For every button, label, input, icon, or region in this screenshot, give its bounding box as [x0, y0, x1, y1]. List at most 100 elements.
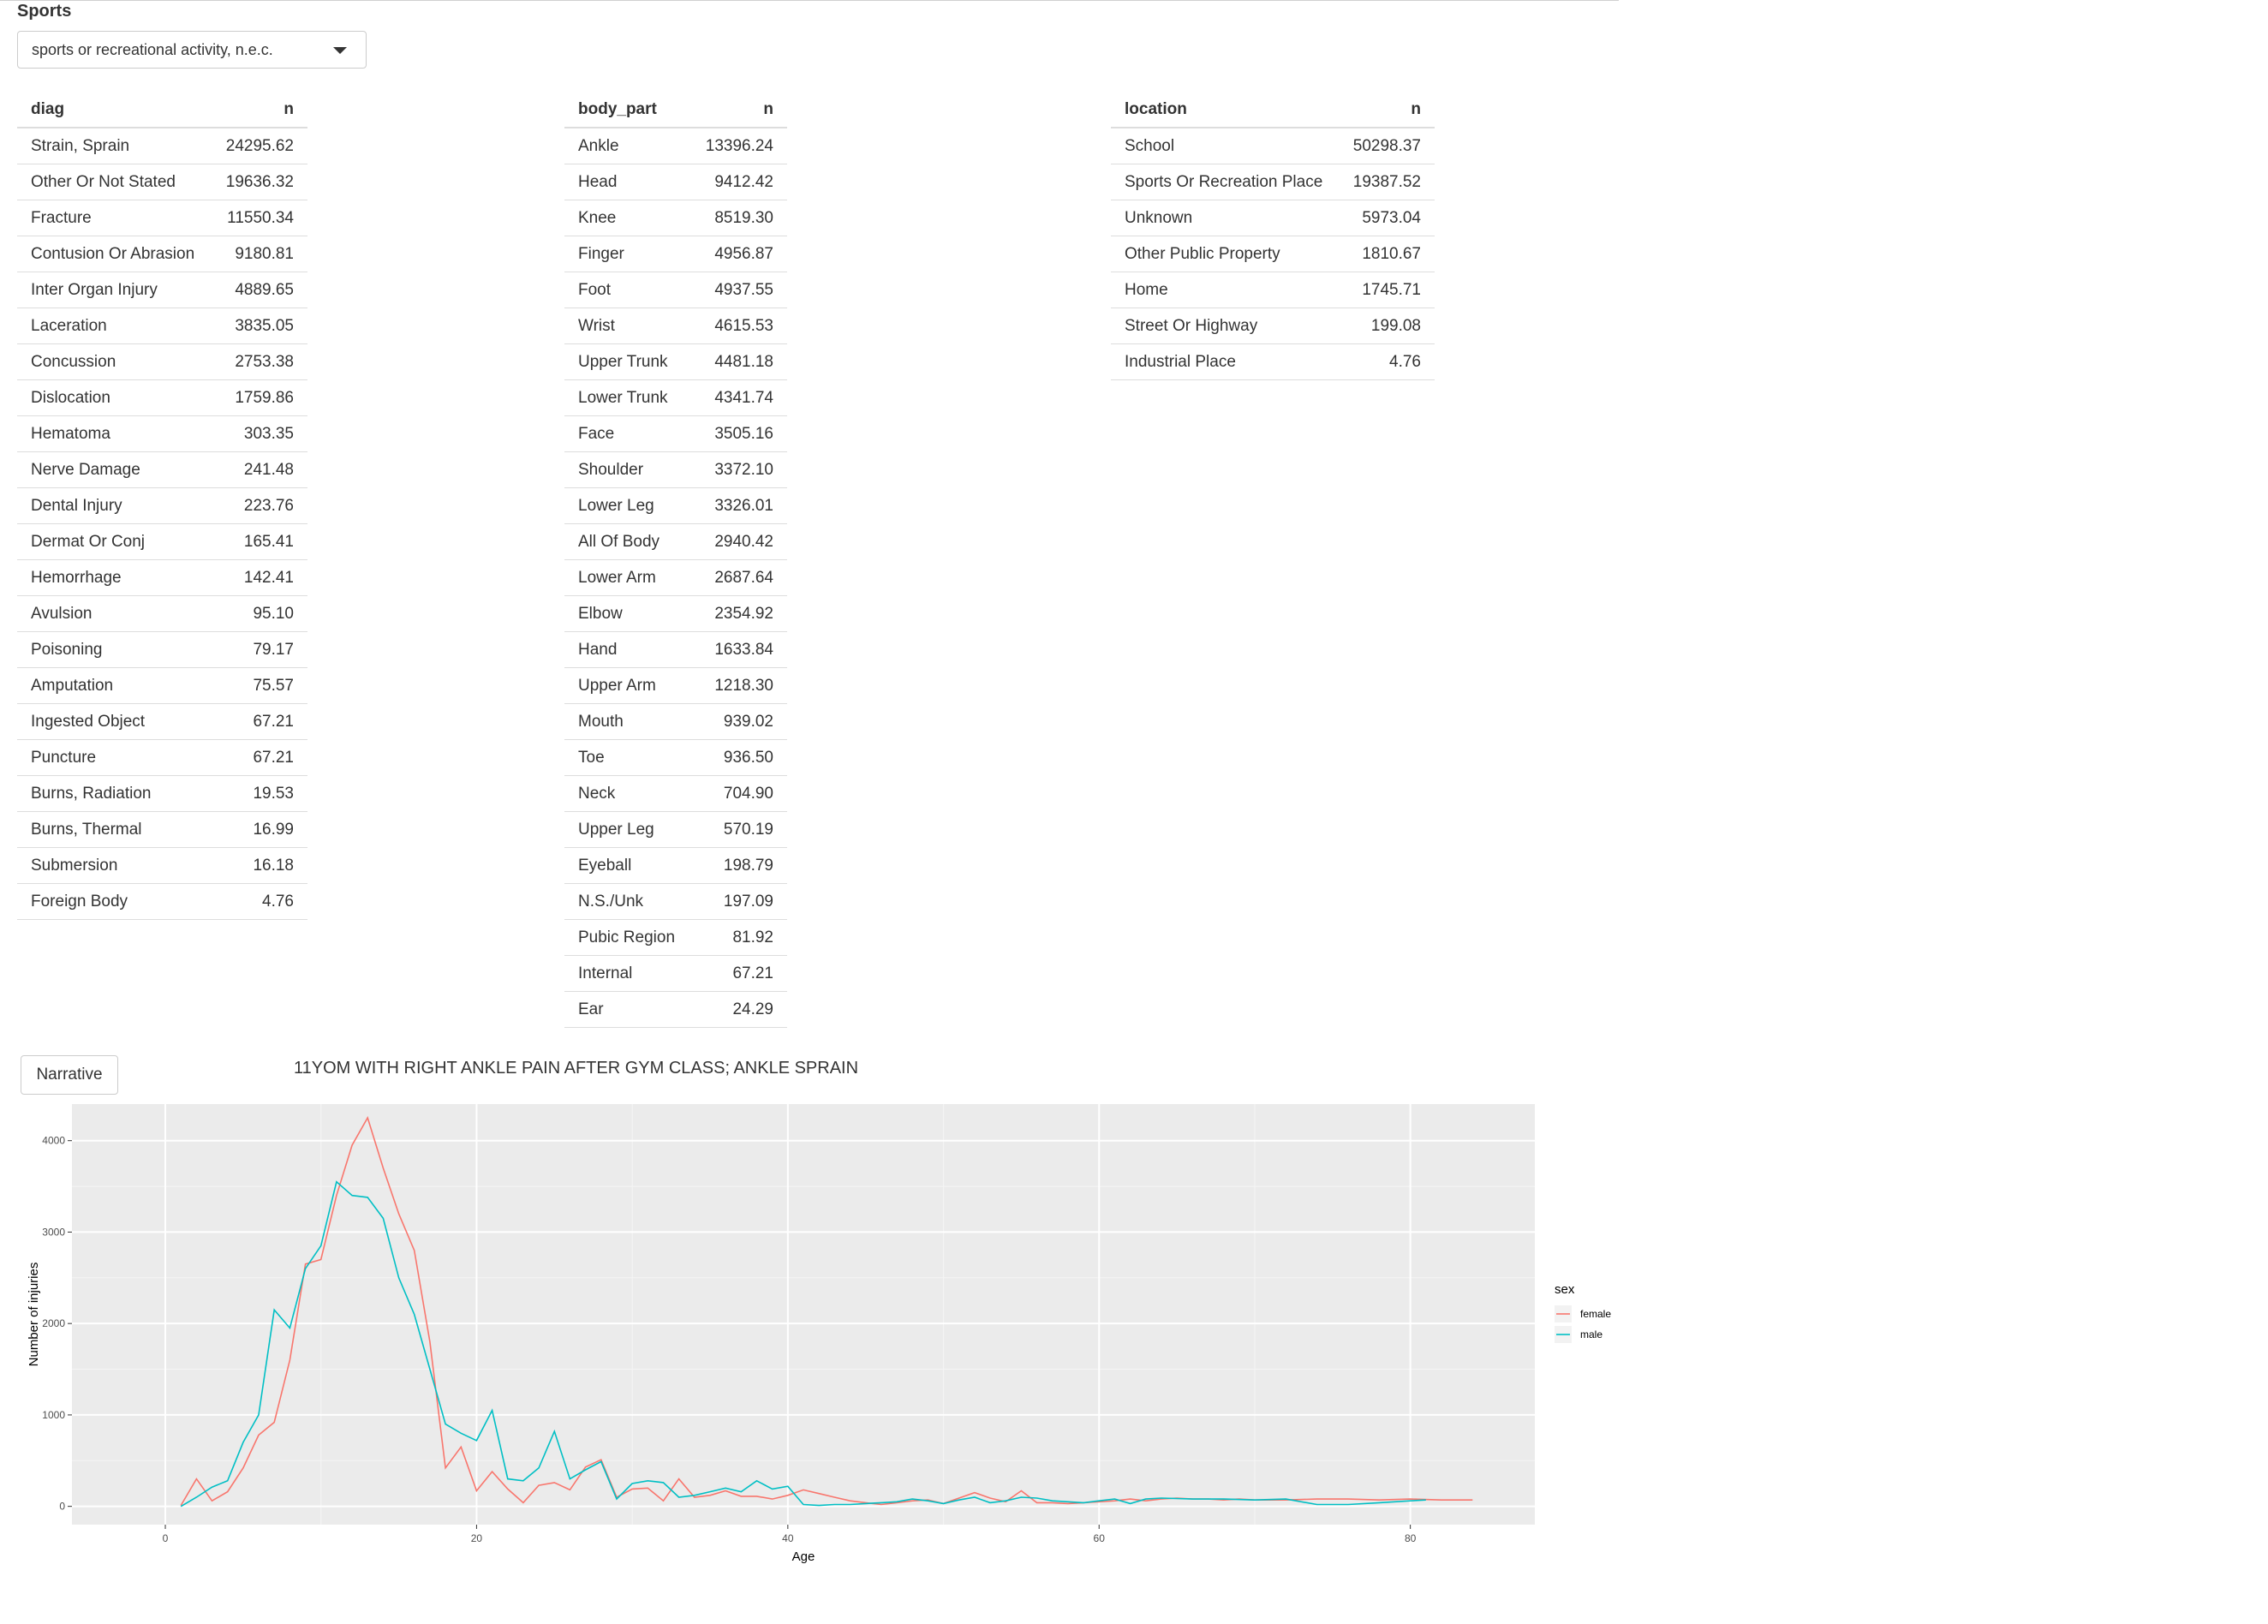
cell-label: Knee	[564, 200, 691, 236]
table-row: Upper Arm 1218.30	[564, 667, 787, 704]
cell-count: 11550.34	[211, 200, 307, 236]
table-row: Inter Organ Injury 4889.65	[17, 272, 307, 308]
cell-count: 81.92	[690, 919, 787, 956]
cell-count: 165.41	[211, 523, 307, 560]
table-row: Industrial Place 4.76	[1111, 343, 1435, 380]
cell-count: 4937.55	[690, 272, 787, 308]
cell-count: 4.76	[1338, 343, 1435, 380]
column-header-body-part[interactable]: body_part	[564, 93, 691, 128]
column-header-diag[interactable]: diag	[17, 93, 212, 128]
cell-label: Ear	[564, 991, 691, 1028]
table-row: Hemorrhage 142.41	[17, 559, 307, 596]
product-select[interactable]: sports or recreational activity, n.e.c.	[17, 31, 367, 69]
cell-count: 2753.38	[211, 343, 307, 380]
column-header-n[interactable]: n	[690, 93, 787, 128]
cell-count: 570.19	[690, 811, 787, 848]
cell-count: 13396.24	[690, 128, 787, 164]
series-line-male	[180, 1180, 1426, 1508]
table-row: Ingested Object 67.21	[17, 703, 307, 740]
cell-count: 19.53	[211, 775, 307, 812]
cell-count: 3326.01	[690, 487, 787, 524]
cell-count: 223.76	[211, 487, 307, 524]
cell-count: 67.21	[211, 739, 307, 776]
table-row: Laceration 3835.05	[17, 307, 307, 344]
table-row: Sports Or Recreation Place 19387.52	[1111, 164, 1435, 200]
table-row: Puncture 67.21	[17, 739, 307, 776]
cell-label: Concussion	[17, 343, 212, 380]
table-row: Lower Trunk 4341.74	[564, 379, 787, 416]
cell-label: Toe	[564, 739, 691, 776]
x-tick-label: 0	[163, 1532, 169, 1544]
cell-label: Contusion Or Abrasion	[17, 236, 212, 272]
legend-label-male: male	[1580, 1328, 1603, 1340]
location-table: location n School 50298.37 Sports Or Recre…	[1111, 93, 1435, 380]
table-row: Face 3505.16	[564, 415, 787, 452]
table-row: Lower Leg 3326.01	[564, 487, 787, 524]
cell-count: 24295.62	[211, 128, 307, 164]
cell-label: Lower Arm	[564, 559, 691, 596]
chevron-down-icon	[333, 47, 347, 54]
narrative-button[interactable]: Narrative	[21, 1055, 118, 1095]
cell-count: 4615.53	[690, 307, 787, 344]
cell-count: 939.02	[690, 703, 787, 740]
cell-label: Internal	[564, 955, 691, 992]
x-tick-label: 40	[782, 1532, 794, 1544]
cell-count: 24.29	[690, 991, 787, 1028]
top-divider	[0, 0, 1619, 1]
cell-label: Hemorrhage	[17, 559, 212, 596]
cell-count: 8519.30	[690, 200, 787, 236]
table-row: Nerve Damage 241.48	[17, 451, 307, 488]
cell-count: 16.18	[211, 847, 307, 884]
table-row: Unknown 5973.04	[1111, 200, 1435, 236]
table-row: Foreign Body 4.76	[17, 883, 307, 920]
cell-count: 1759.86	[211, 379, 307, 416]
cell-label: All Of Body	[564, 523, 691, 560]
table-row: N.S./Unk 197.09	[564, 883, 787, 920]
cell-count: 4889.65	[211, 272, 307, 308]
table-row: Mouth 939.02	[564, 703, 787, 740]
table-row: Elbow 2354.92	[564, 595, 787, 632]
cell-label: Sports Or Recreation Place	[1111, 164, 1339, 200]
age-injury-chart: 0 20 40 60 80 0 1000 2000 3000 4000 Age Number of i…	[27, 1104, 1611, 1564]
cell-count: 4.76	[211, 883, 307, 920]
product-select-value: sports or recreational activity, n.e.c.	[32, 41, 273, 58]
table-row: Strain, Sprain 24295.62	[17, 128, 307, 164]
cell-count: 75.57	[211, 667, 307, 704]
cell-label: Dental Injury	[17, 487, 212, 524]
cell-label: Upper Arm	[564, 667, 691, 704]
table-row: Neck 704.90	[564, 775, 787, 812]
table-row: Internal 67.21	[564, 955, 787, 992]
cell-label: Puncture	[17, 739, 212, 776]
table-row: Fracture 11550.34	[17, 200, 307, 236]
cell-count: 2354.92	[690, 595, 787, 632]
y-tick-label: 1000	[42, 1409, 65, 1421]
cell-label: Shoulder	[564, 451, 691, 488]
cell-count: 197.09	[690, 883, 787, 920]
cell-count: 67.21	[211, 703, 307, 740]
legend-title: sex	[1555, 1282, 1575, 1297]
cell-label: Pubic Region	[564, 919, 691, 956]
column-header-location[interactable]: location	[1111, 93, 1339, 128]
table-row: Upper Trunk 4481.18	[564, 343, 787, 380]
cell-count: 16.99	[211, 811, 307, 848]
column-header-n[interactable]: n	[1338, 93, 1435, 128]
table-row: Head 9412.42	[564, 164, 787, 200]
cell-count: 2940.42	[690, 523, 787, 560]
table-row: All Of Body 2940.42	[564, 523, 787, 560]
cell-count: 704.90	[690, 775, 787, 812]
table-row: Wrist 4615.53	[564, 307, 787, 344]
table-row: Lower Arm 2687.64	[564, 559, 787, 596]
cell-label: Lower Trunk	[564, 379, 691, 416]
cell-label: Poisoning	[17, 631, 212, 668]
cell-label: Elbow	[564, 595, 691, 632]
table-row: School 50298.37	[1111, 128, 1435, 164]
cell-count: 198.79	[690, 847, 787, 884]
column-header-n[interactable]: n	[211, 93, 307, 128]
cell-count: 2687.64	[690, 559, 787, 596]
table-row: Ear 24.29	[564, 991, 787, 1028]
cell-label: Dermat Or Conj	[17, 523, 212, 560]
table-row: Pubic Region 81.92	[564, 919, 787, 956]
cell-label: Laceration	[17, 307, 212, 344]
cell-label: Mouth	[564, 703, 691, 740]
cell-label: Foot	[564, 272, 691, 308]
